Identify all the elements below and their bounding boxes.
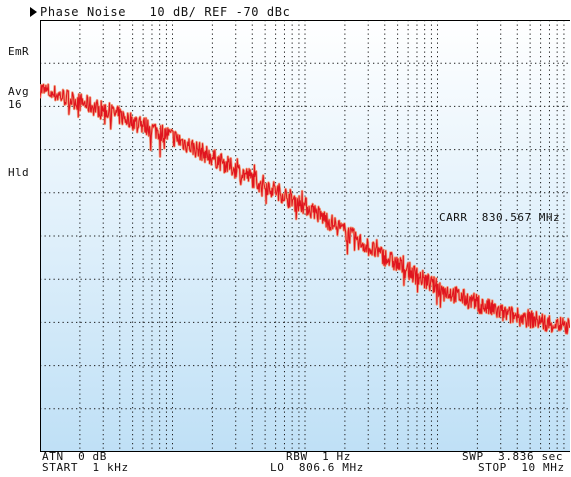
average-label: Avg bbox=[8, 85, 30, 98]
display-header: Phase Noise 10 dB/ REF -70 dBc bbox=[40, 5, 291, 19]
phase-noise-plot bbox=[40, 20, 570, 452]
attenuation-readout: ATN 0 dB bbox=[42, 450, 108, 463]
average-count: 16 bbox=[8, 98, 23, 111]
trace-line bbox=[40, 83, 570, 335]
hold-annotation: Hld bbox=[8, 166, 30, 179]
resolution-bandwidth-readout: RBW 1 Hz bbox=[286, 450, 352, 463]
stop-frequency-readout: STOP 10 MHz bbox=[478, 461, 565, 474]
active-trace-marker-icon bbox=[30, 7, 37, 17]
local-oscillator-readout: LO 806.6 MHz bbox=[270, 461, 364, 474]
phase-noise-trace bbox=[40, 83, 570, 335]
start-frequency-readout: START 1 kHz bbox=[42, 461, 129, 474]
phase-noise-chart bbox=[40, 20, 570, 452]
plot-frame bbox=[40, 20, 570, 452]
emr-annotation: EmR bbox=[8, 45, 30, 58]
log-grid bbox=[40, 20, 570, 452]
sweep-time-readout: SWP 3.836 sec bbox=[462, 450, 564, 463]
carrier-frequency-label: CARR 830.567 MHz bbox=[439, 211, 561, 224]
